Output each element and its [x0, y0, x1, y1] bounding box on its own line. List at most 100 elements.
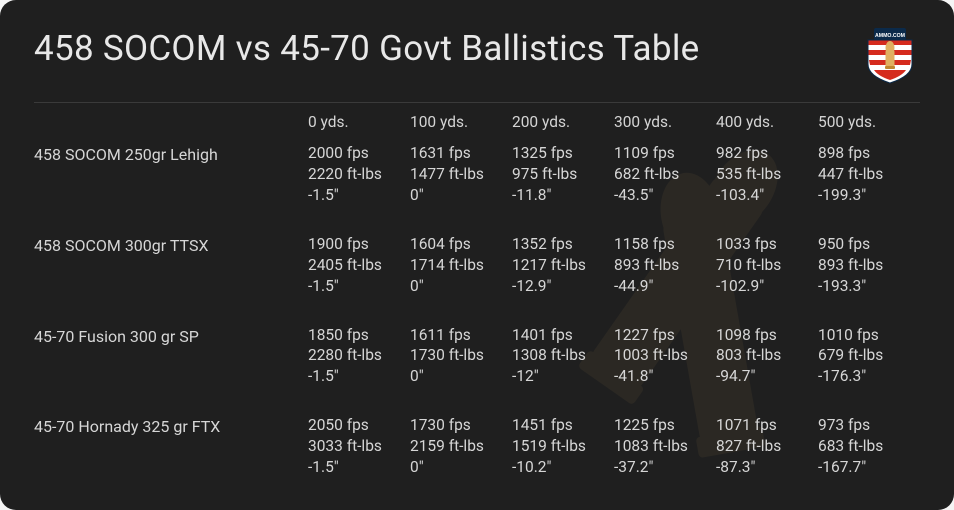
cell-value: 1611 fps: [410, 325, 512, 346]
cell-value: 0": [410, 276, 512, 297]
cell-value: 1900 fps: [308, 234, 410, 255]
data-cell: 2000 fps2220 ft-lbs-1.5": [308, 143, 410, 206]
row-label: 45-70 Fusion 300 gr SP: [34, 325, 308, 346]
cell-value: 1401 fps: [512, 325, 614, 346]
cell-value: 827 ft-lbs: [716, 436, 818, 457]
cell-value: 1850 fps: [308, 325, 410, 346]
data-cell: 982 fps535 ft-lbs-103.4": [716, 143, 818, 206]
cell-value: 679 ft-lbs: [818, 345, 920, 366]
cell-value: 535 ft-lbs: [716, 164, 818, 185]
cell-value: 1003 ft-lbs: [614, 345, 716, 366]
data-cell: 1631 fps1477 ft-lbs0": [410, 143, 512, 206]
cell-value: 1217 ft-lbs: [512, 255, 614, 276]
data-cell: 1071 fps827 ft-lbs-87.3": [716, 415, 818, 478]
cell-value: 1158 fps: [614, 234, 716, 255]
data-cell: 1900 fps2405 ft-lbs-1.5": [308, 234, 410, 297]
cell-value: -1.5": [308, 185, 410, 206]
cell-value: -44.9": [614, 276, 716, 297]
cell-value: 0": [410, 457, 512, 478]
data-cell: 1730 fps2159 ft-lbs0": [410, 415, 512, 478]
cell-value: 2280 ft-lbs: [308, 345, 410, 366]
data-cell: 1352 fps1217 ft-lbs-12.9": [512, 234, 614, 297]
cell-value: -11.8": [512, 185, 614, 206]
column-header: 500 yds.: [818, 113, 920, 131]
cell-value: -10.2": [512, 457, 614, 478]
cell-value: 893 ft-lbs: [614, 255, 716, 276]
cell-value: 2405 ft-lbs: [308, 255, 410, 276]
table-row: 45-70 Hornady 325 gr FTX2050 fps3033 ft-…: [34, 415, 920, 478]
cell-value: -87.3": [716, 457, 818, 478]
cell-value: -12.9": [512, 276, 614, 297]
cell-value: -1.5": [308, 366, 410, 387]
cell-value: 1033 fps: [716, 234, 818, 255]
cell-value: 2159 ft-lbs: [410, 436, 512, 457]
card-header: 458 SOCOM vs 45-70 Govt Ballistics Table…: [34, 28, 920, 103]
cell-value: 893 ft-lbs: [818, 255, 920, 276]
table-row: 45-70 Fusion 300 gr SP1850 fps2280 ft-lb…: [34, 325, 920, 388]
cell-value: 0": [410, 185, 512, 206]
column-header: 200 yds.: [512, 113, 614, 131]
cell-value: 1325 fps: [512, 143, 614, 164]
data-cell: 2050 fps3033 ft-lbs-1.5": [308, 415, 410, 478]
cell-value: 1109 fps: [614, 143, 716, 164]
data-cell: 1225 fps1083 ft-lbs-37.2": [614, 415, 716, 478]
cell-value: 1083 ft-lbs: [614, 436, 716, 457]
column-header: 0 yds.: [308, 113, 410, 131]
row-label: 458 SOCOM 250gr Lehigh: [34, 143, 308, 164]
cell-value: 1010 fps: [818, 325, 920, 346]
cell-value: 1604 fps: [410, 234, 512, 255]
cell-value: 1631 fps: [410, 143, 512, 164]
row-label: 45-70 Hornady 325 gr FTX: [34, 415, 308, 436]
data-cell: 1401 fps1308 ft-lbs-12": [512, 325, 614, 388]
cell-value: 1227 fps: [614, 325, 716, 346]
data-cell: 950 fps893 ft-lbs-193.3": [818, 234, 920, 297]
cell-value: 2050 fps: [308, 415, 410, 436]
cell-value: -167.7": [818, 457, 920, 478]
column-headers: 0 yds.100 yds.200 yds.300 yds.400 yds.50…: [308, 113, 920, 131]
cell-value: -1.5": [308, 276, 410, 297]
cell-value: 3033 ft-lbs: [308, 436, 410, 457]
data-cell: 1109 fps682 ft-lbs-43.5": [614, 143, 716, 206]
cell-value: 682 ft-lbs: [614, 164, 716, 185]
svg-text:AMMO.COM: AMMO.COM: [875, 33, 905, 39]
data-cell: 1098 fps803 ft-lbs-94.7": [716, 325, 818, 388]
cell-value: 710 ft-lbs: [716, 255, 818, 276]
data-cell: 1451 fps1519 ft-lbs-10.2": [512, 415, 614, 478]
cell-value: 0": [410, 366, 512, 387]
column-header: 300 yds.: [614, 113, 716, 131]
cell-value: 683 ft-lbs: [818, 436, 920, 457]
cell-value: 803 ft-lbs: [716, 345, 818, 366]
cell-value: -94.7": [716, 366, 818, 387]
data-cell: 1604 fps1714 ft-lbs0": [410, 234, 512, 297]
cell-value: 982 fps: [716, 143, 818, 164]
cell-value: 1730 fps: [410, 415, 512, 436]
row-label: 458 SOCOM 300gr TTSX: [34, 234, 308, 255]
ballistics-table: 0 yds.100 yds.200 yds.300 yds.400 yds.50…: [34, 113, 920, 478]
cell-value: -1.5": [308, 457, 410, 478]
data-cell: 898 fps447 ft-lbs-199.3": [818, 143, 920, 206]
data-cell: 1158 fps893 ft-lbs-44.9": [614, 234, 716, 297]
cell-value: 1071 fps: [716, 415, 818, 436]
cell-value: 973 fps: [818, 415, 920, 436]
cell-value: -103.4": [716, 185, 818, 206]
column-header: 100 yds.: [410, 113, 512, 131]
data-cell: 1325 fps975 ft-lbs-11.8": [512, 143, 614, 206]
data-cell: 1611 fps1730 ft-lbs0": [410, 325, 512, 388]
cell-value: 950 fps: [818, 234, 920, 255]
cell-value: -193.3": [818, 276, 920, 297]
cell-value: -12": [512, 366, 614, 387]
table-row: 458 SOCOM 250gr Lehigh2000 fps2220 ft-lb…: [34, 143, 920, 206]
cell-value: 2000 fps: [308, 143, 410, 164]
cell-value: 1352 fps: [512, 234, 614, 255]
ammo-logo-icon: AMMO.COM: [864, 28, 916, 84]
data-cell: 1850 fps2280 ft-lbs-1.5": [308, 325, 410, 388]
data-cell: 1033 fps710 ft-lbs-102.9": [716, 234, 818, 297]
cell-value: -176.3": [818, 366, 920, 387]
cell-value: 1730 ft-lbs: [410, 345, 512, 366]
cell-value: 1714 ft-lbs: [410, 255, 512, 276]
cell-value: 1519 ft-lbs: [512, 436, 614, 457]
data-cell: 1227 fps1003 ft-lbs-41.8": [614, 325, 716, 388]
cell-value: 1308 ft-lbs: [512, 345, 614, 366]
cell-value: 1225 fps: [614, 415, 716, 436]
cell-value: 898 fps: [818, 143, 920, 164]
